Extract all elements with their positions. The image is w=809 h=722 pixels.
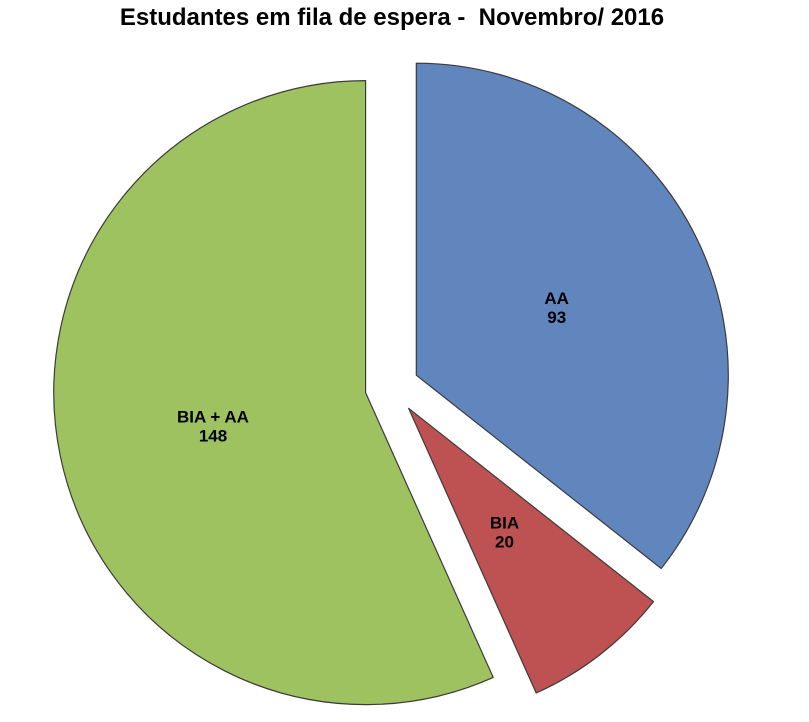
chart-title: Estudantes em fila de espera - Novembro/… (119, 4, 665, 31)
slice-label-name-bia: BIA (490, 513, 519, 532)
pie-slice-shape-bia-aa (53, 80, 494, 706)
slice-label-value-bia: 20 (495, 532, 514, 551)
slice-label-name-bia-aa: BIA + AA (177, 407, 249, 426)
slice-label-value-bia-aa: 148 (199, 426, 227, 445)
slice-label-name-aa: AA (544, 289, 569, 308)
pie-slice-shape-bia (408, 407, 655, 694)
slice-label-value-aa: 93 (547, 308, 566, 327)
pie-slice-shape-aa (415, 62, 729, 570)
